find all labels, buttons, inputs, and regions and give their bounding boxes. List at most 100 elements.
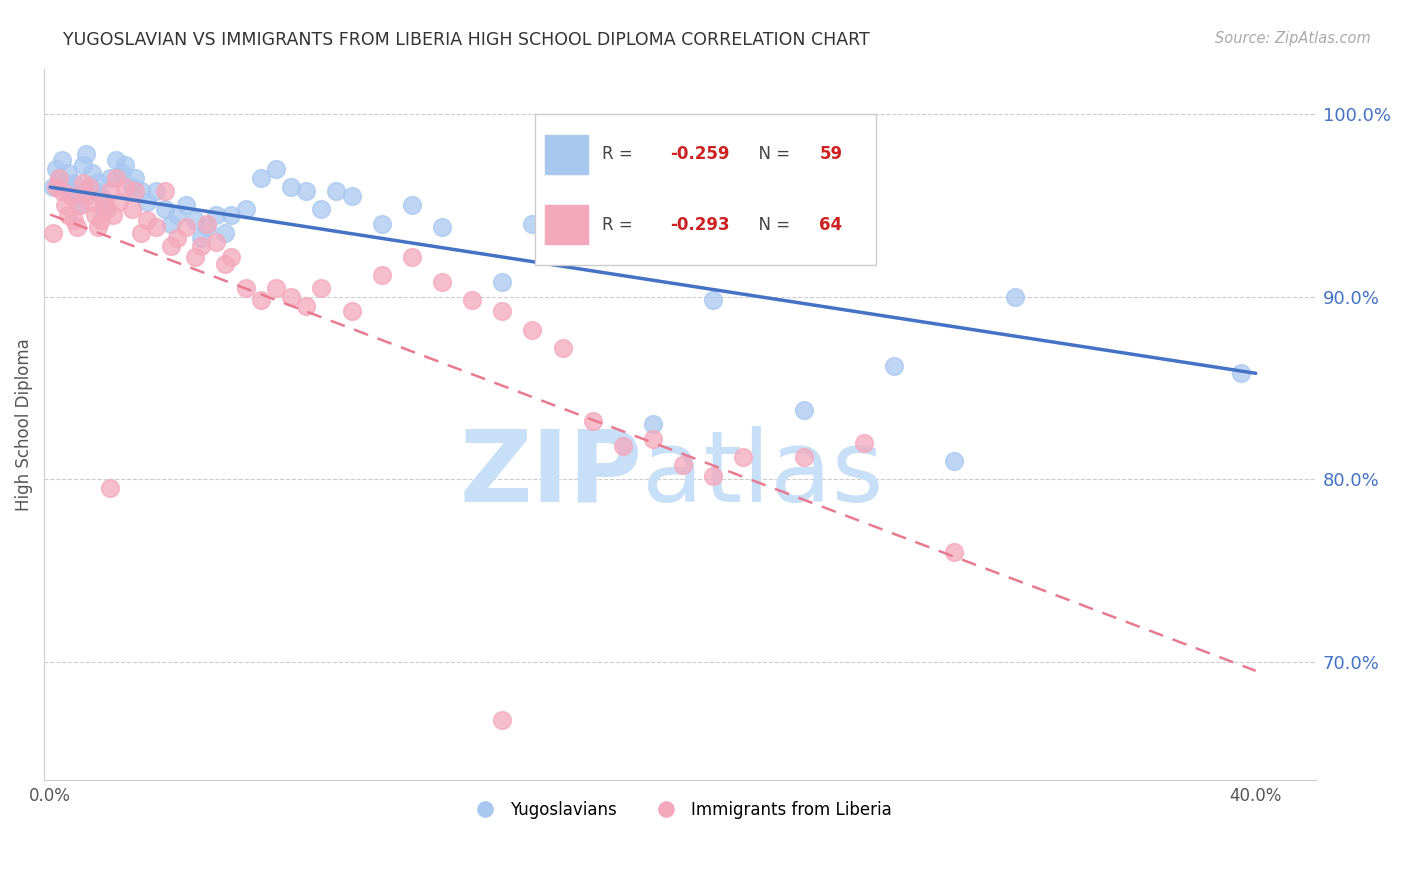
Point xyxy=(129,226,152,240)
Point xyxy=(295,184,318,198)
Point xyxy=(153,202,176,216)
Point xyxy=(63,177,86,191)
Point xyxy=(51,184,73,198)
Point xyxy=(58,208,80,222)
Point xyxy=(166,208,188,222)
Point xyxy=(100,184,122,198)
Point xyxy=(159,217,181,231)
Point xyxy=(121,180,143,194)
Point xyxy=(219,208,242,222)
Point xyxy=(311,280,333,294)
Point xyxy=(174,220,197,235)
Point xyxy=(491,275,513,289)
Point xyxy=(90,189,112,203)
Point xyxy=(63,213,86,227)
Point xyxy=(461,293,484,308)
Point xyxy=(641,417,664,432)
Point xyxy=(105,171,128,186)
Point xyxy=(852,435,875,450)
Point xyxy=(114,158,136,172)
Point xyxy=(295,299,318,313)
Point xyxy=(190,238,212,252)
Point xyxy=(401,250,423,264)
Point xyxy=(159,238,181,252)
Point xyxy=(733,450,755,465)
Point xyxy=(96,202,118,216)
Point xyxy=(166,231,188,245)
Point xyxy=(370,217,392,231)
Point xyxy=(100,171,122,186)
Point xyxy=(325,184,347,198)
Point xyxy=(103,208,125,222)
Point xyxy=(250,293,273,308)
Point xyxy=(66,189,89,203)
Point xyxy=(114,180,136,194)
Point xyxy=(883,359,905,373)
Point xyxy=(491,713,513,727)
Point xyxy=(69,198,91,212)
Point xyxy=(60,189,83,203)
Point xyxy=(72,177,94,191)
Point xyxy=(612,439,634,453)
Point xyxy=(69,198,91,212)
Point xyxy=(551,341,574,355)
Point xyxy=(214,226,236,240)
Point xyxy=(235,202,257,216)
Point xyxy=(401,198,423,212)
Point xyxy=(582,220,605,235)
Point xyxy=(84,208,107,222)
Point xyxy=(793,161,815,176)
Point xyxy=(793,450,815,465)
Text: Source: ZipAtlas.com: Source: ZipAtlas.com xyxy=(1215,31,1371,46)
Point xyxy=(124,171,146,186)
Point xyxy=(522,217,544,231)
Point xyxy=(51,153,73,167)
Point xyxy=(219,250,242,264)
Point xyxy=(48,171,70,186)
Point xyxy=(370,268,392,282)
Point xyxy=(195,217,218,231)
Point xyxy=(45,180,67,194)
Point xyxy=(84,184,107,198)
Point xyxy=(702,293,724,308)
Text: ZIP: ZIP xyxy=(458,425,643,523)
Point xyxy=(793,402,815,417)
Point xyxy=(100,481,122,495)
Point xyxy=(105,153,128,167)
Point xyxy=(42,226,65,240)
Point xyxy=(79,180,101,194)
Point xyxy=(190,231,212,245)
Y-axis label: High School Diploma: High School Diploma xyxy=(15,338,32,511)
Point xyxy=(75,189,97,203)
Point xyxy=(82,165,104,179)
Point xyxy=(311,202,333,216)
Point xyxy=(702,468,724,483)
Point xyxy=(491,304,513,318)
Point xyxy=(582,414,605,428)
Point xyxy=(42,180,65,194)
Point xyxy=(522,322,544,336)
Point xyxy=(82,194,104,209)
Point xyxy=(108,194,131,209)
Point xyxy=(48,171,70,186)
Point xyxy=(135,194,157,209)
Point xyxy=(943,454,966,468)
Point xyxy=(135,213,157,227)
Point xyxy=(87,175,110,189)
Point xyxy=(1004,290,1026,304)
Legend: Yugoslavians, Immigrants from Liberia: Yugoslavians, Immigrants from Liberia xyxy=(461,794,898,825)
Point xyxy=(145,184,167,198)
Point xyxy=(264,161,287,176)
Point xyxy=(87,220,110,235)
Point xyxy=(943,545,966,559)
Point xyxy=(174,198,197,212)
Point xyxy=(340,189,363,203)
Point xyxy=(184,213,207,227)
Point xyxy=(124,184,146,198)
Point xyxy=(121,202,143,216)
Point xyxy=(205,235,228,249)
Point xyxy=(430,220,453,235)
Point xyxy=(264,280,287,294)
Point xyxy=(79,180,101,194)
Point xyxy=(214,257,236,271)
